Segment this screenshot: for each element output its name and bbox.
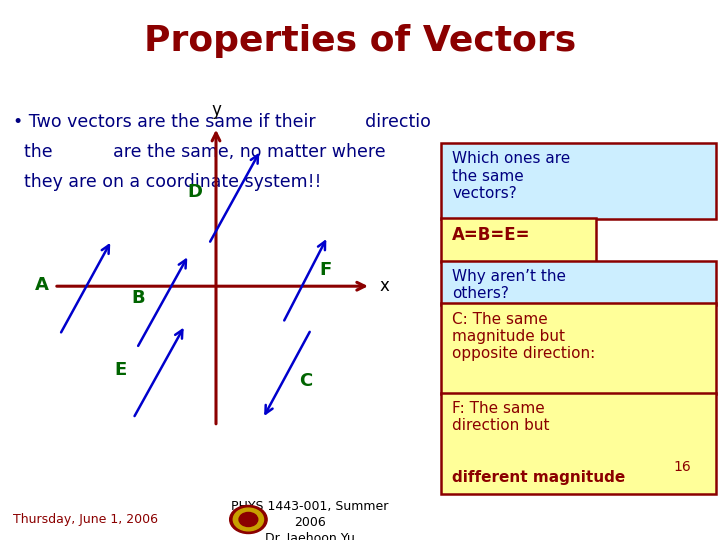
FancyBboxPatch shape bbox=[441, 261, 716, 305]
Circle shape bbox=[233, 508, 264, 531]
Text: Thursday, June 1, 2006: Thursday, June 1, 2006 bbox=[13, 513, 158, 526]
FancyBboxPatch shape bbox=[441, 393, 716, 494]
Text: the           are the same, no matter where: the are the same, no matter where bbox=[13, 143, 386, 161]
Text: y: y bbox=[211, 101, 221, 119]
FancyBboxPatch shape bbox=[441, 143, 716, 219]
Text: PHYS 1443-001, Summer
2006
Dr. Jaehoon Yu: PHYS 1443-001, Summer 2006 Dr. Jaehoon Y… bbox=[231, 500, 388, 540]
Text: Why aren’t the
others?: Why aren’t the others? bbox=[452, 269, 566, 301]
Text: C: C bbox=[300, 372, 312, 390]
Text: D: D bbox=[187, 183, 202, 201]
Text: they are on a coordinate system!!: they are on a coordinate system!! bbox=[13, 173, 321, 191]
Text: B: B bbox=[132, 289, 145, 307]
FancyBboxPatch shape bbox=[441, 218, 596, 262]
Text: Which ones are
the same
vectors?: Which ones are the same vectors? bbox=[452, 151, 570, 201]
Text: A=B=E=: A=B=E= bbox=[452, 226, 531, 244]
Text: F: The same
direction but: F: The same direction but bbox=[452, 401, 549, 433]
Text: x: x bbox=[379, 277, 390, 295]
Circle shape bbox=[230, 505, 267, 534]
Text: A: A bbox=[35, 276, 49, 294]
Text: E: E bbox=[114, 361, 127, 379]
Text: F: F bbox=[319, 261, 332, 279]
Text: • Two vectors are the same if their         directio: • Two vectors are the same if their dire… bbox=[13, 113, 431, 131]
FancyBboxPatch shape bbox=[441, 303, 716, 394]
Text: different magnitude: different magnitude bbox=[452, 470, 626, 485]
Circle shape bbox=[239, 512, 258, 526]
Text: C: The same
magnitude but
opposite direction:: C: The same magnitude but opposite direc… bbox=[452, 312, 595, 361]
Text: Properties of Vectors: Properties of Vectors bbox=[144, 24, 576, 58]
Text: 16: 16 bbox=[673, 460, 691, 474]
